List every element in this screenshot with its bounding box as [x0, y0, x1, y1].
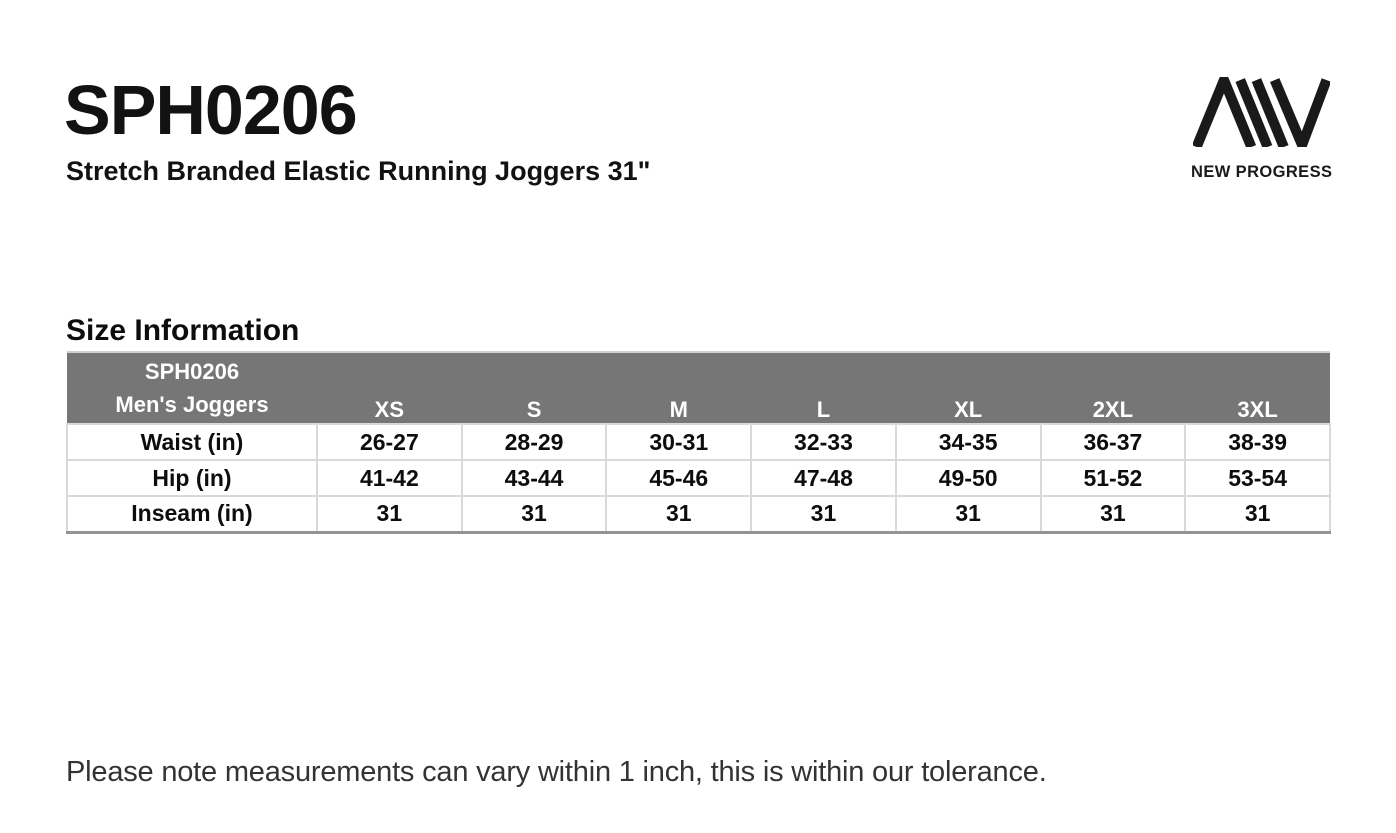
product-cell-line2: Men's Joggers [115, 392, 269, 417]
inseam-value-2xl: 31 [1039, 495, 1187, 534]
size-col-header-2xl: 2XL [1040, 351, 1186, 424]
product-code-title: SPH0206 [64, 71, 358, 149]
hip-value-xl: 49-50 [894, 459, 1042, 497]
tolerance-note: Please note measurements can vary within… [66, 756, 1047, 788]
row-label-inseam: Inseam (in) [66, 495, 318, 534]
size-table-product-cell: SPH0206 Men's Joggers [67, 351, 317, 424]
hip-value-xs: 41-42 [316, 459, 463, 497]
inseam-value-xs: 31 [316, 495, 463, 534]
product-name-subtitle: Stretch Branded Elastic Running Joggers … [66, 156, 651, 186]
table-row-inseam: Inseam (in) 31 31 31 31 31 31 31 [66, 495, 1331, 534]
hip-value-2xl: 51-52 [1039, 459, 1187, 497]
inseam-value-s: 31 [460, 495, 608, 534]
waist-value-xs: 26-27 [316, 423, 463, 461]
aw-chevron-monogram-icon [1192, 77, 1330, 147]
size-col-header-xs: XS [317, 351, 462, 424]
inseam-value-m: 31 [605, 495, 753, 534]
hip-value-3xl: 53-54 [1184, 459, 1331, 497]
size-table-container: SPH0206 Men's Joggers XS S M L XL 2XL 3X… [66, 351, 1331, 534]
hip-value-l: 47-48 [750, 459, 897, 497]
waist-value-l: 32-33 [750, 423, 897, 461]
table-row-waist: Waist (in) 26-27 28-29 30-31 32-33 34-35… [66, 423, 1331, 461]
waist-value-xl: 34-35 [894, 423, 1042, 461]
table-row-hip: Hip (in) 41-42 43-44 45-46 47-48 49-50 5… [66, 459, 1331, 497]
inseam-value-l: 31 [750, 495, 897, 534]
size-information-heading: Size Information [66, 314, 300, 347]
size-col-header-xl: XL [895, 351, 1041, 424]
brand-name: NEW PROGRESS [1191, 163, 1333, 181]
size-col-header-m: M [606, 351, 752, 424]
row-label-hip: Hip (in) [66, 459, 318, 497]
hip-value-s: 43-44 [460, 459, 608, 497]
hip-value-m: 45-46 [605, 459, 753, 497]
size-col-header-3xl: 3XL [1185, 351, 1330, 424]
brand-logo: NEW PROGRESS [1191, 77, 1333, 182]
inseam-value-xl: 31 [894, 495, 1042, 534]
row-label-waist: Waist (in) [66, 423, 318, 461]
size-table: SPH0206 Men's Joggers XS S M L XL 2XL 3X… [66, 351, 1331, 534]
waist-value-2xl: 36-37 [1039, 423, 1187, 461]
waist-value-s: 28-29 [460, 423, 608, 461]
size-col-header-s: S [461, 351, 607, 424]
size-table-header-row: SPH0206 Men's Joggers XS S M L XL 2XL 3X… [67, 351, 1330, 424]
product-cell-line1: SPH0206 [144, 359, 240, 384]
size-col-header-l: L [751, 351, 896, 424]
waist-value-m: 30-31 [605, 423, 753, 461]
inseam-value-3xl: 31 [1184, 495, 1331, 534]
waist-value-3xl: 38-39 [1184, 423, 1331, 461]
